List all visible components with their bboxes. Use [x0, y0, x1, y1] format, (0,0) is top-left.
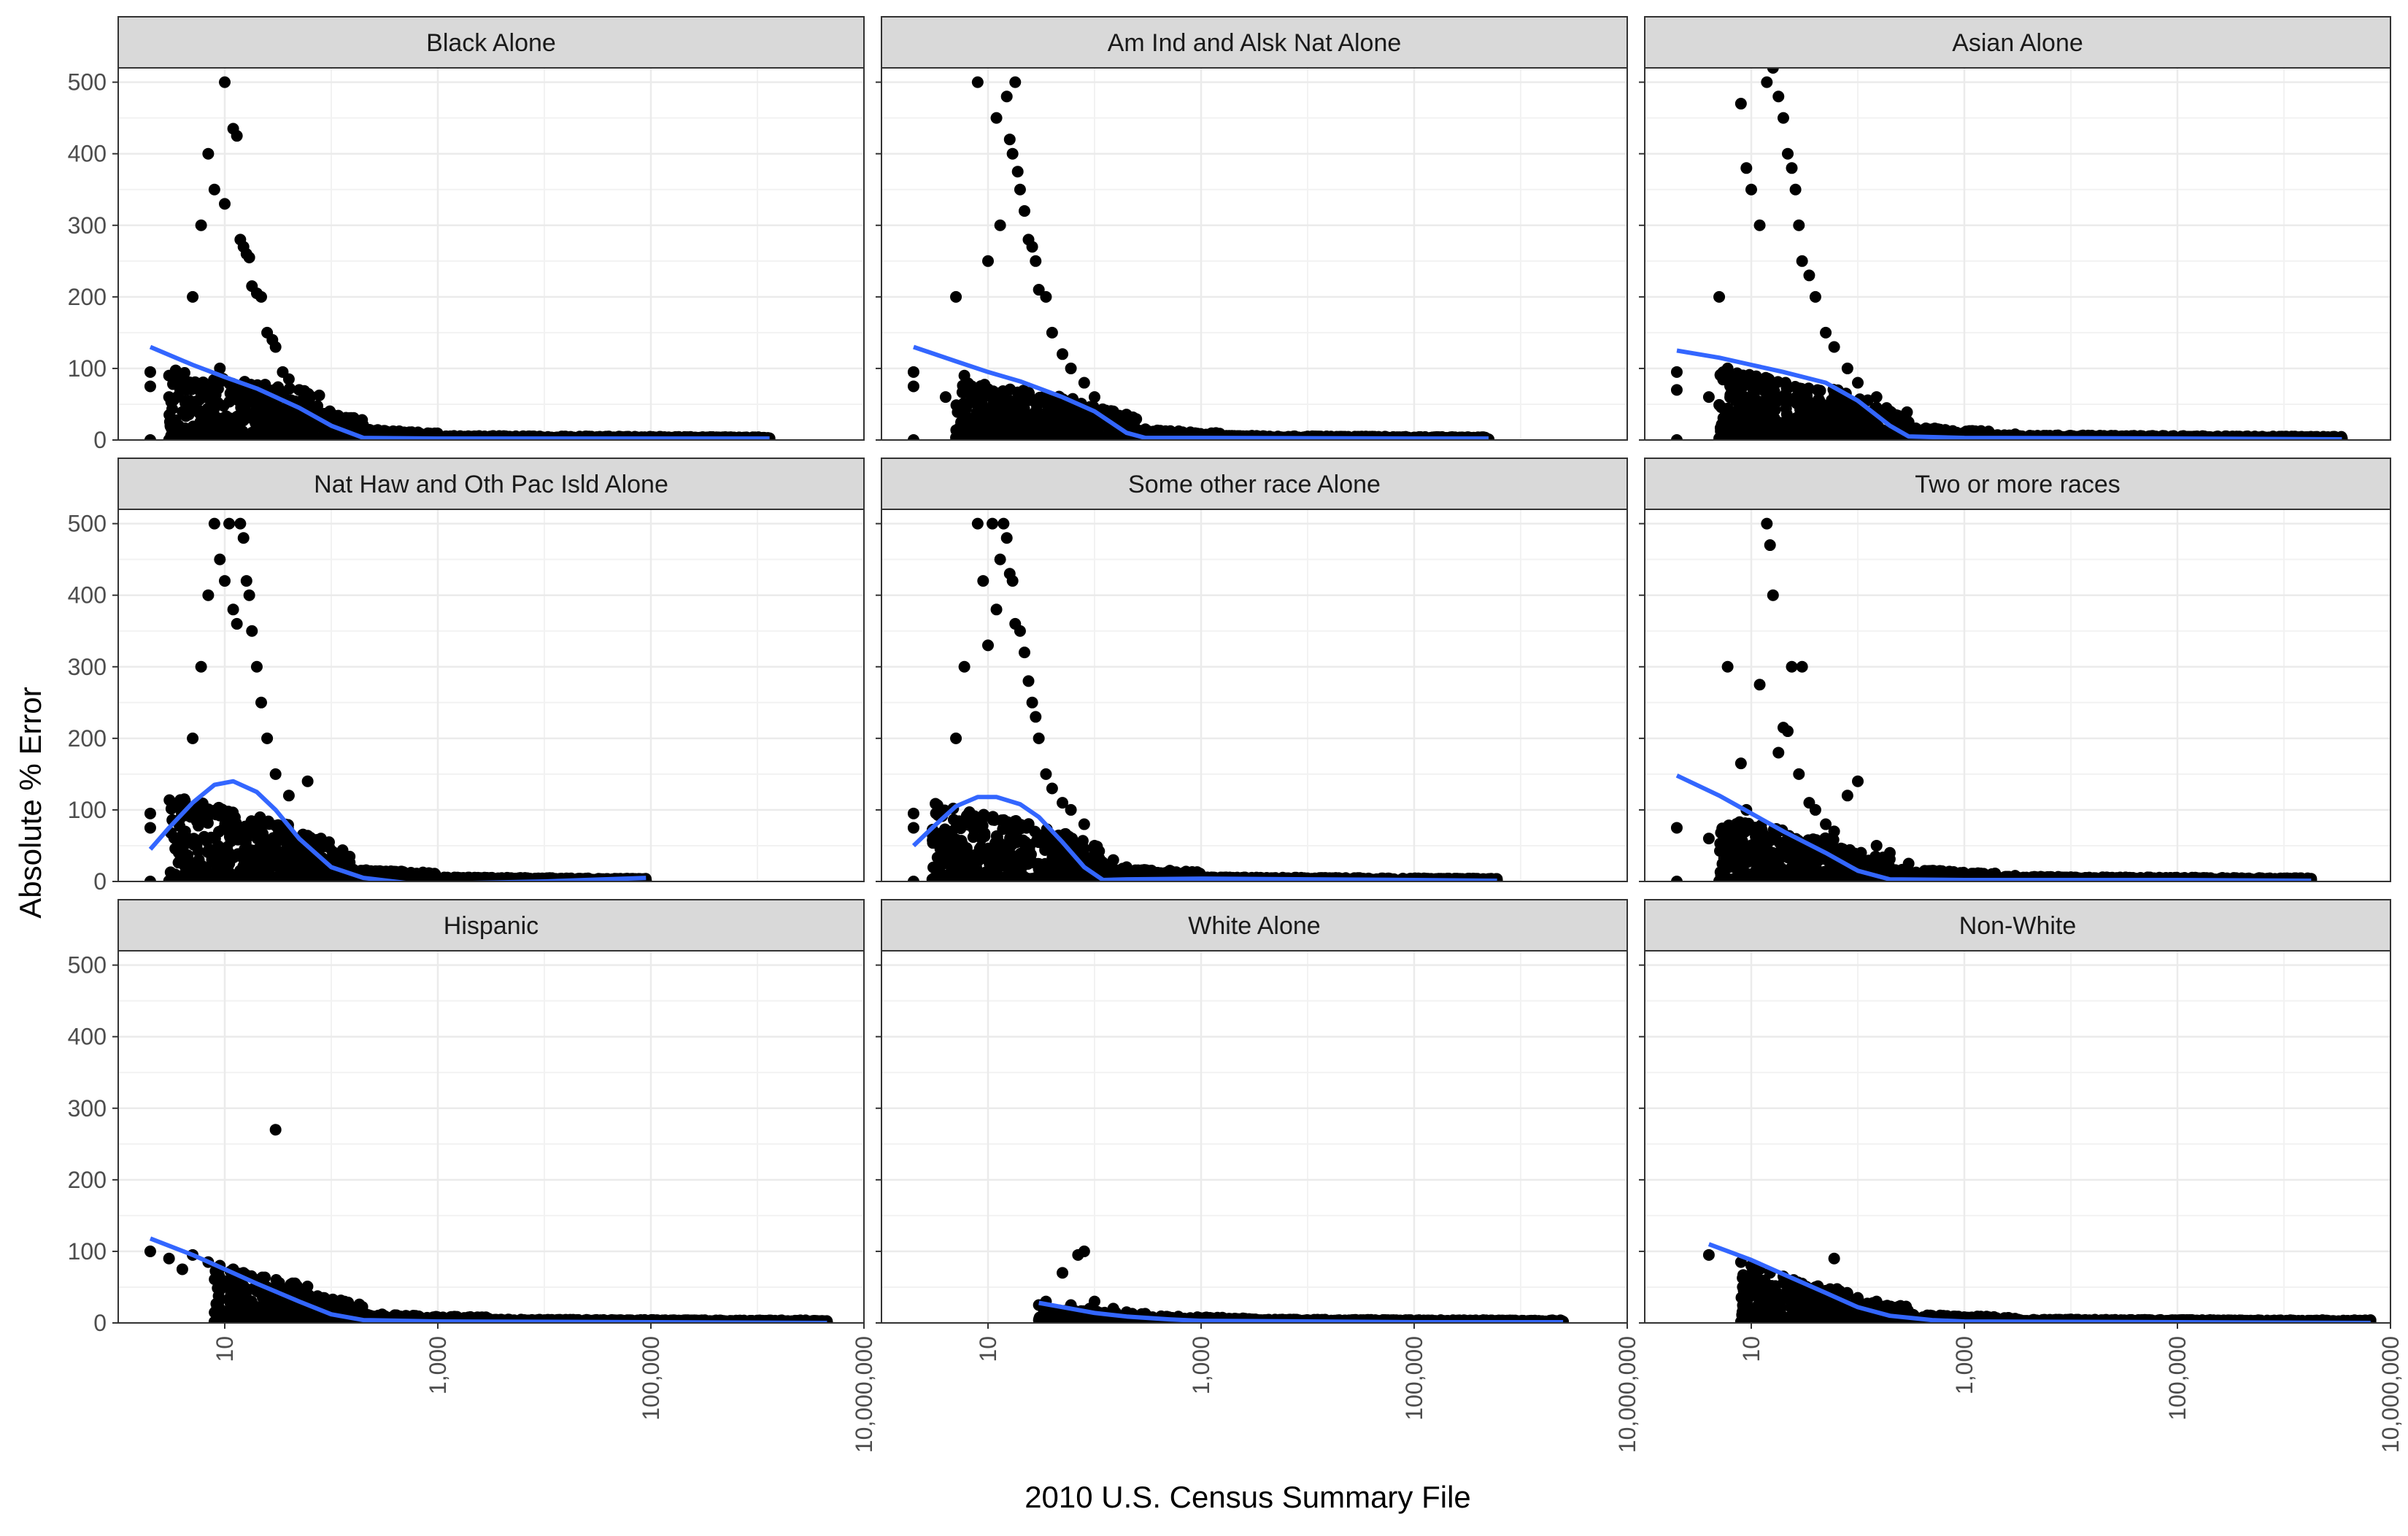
data-point [1057, 348, 1068, 360]
data-point [208, 404, 220, 415]
data-point [270, 341, 282, 353]
facet-title: Black Alone [426, 29, 556, 57]
data-point [202, 148, 214, 160]
data-point [995, 220, 1006, 231]
data-point [1756, 376, 1768, 387]
data-point [1743, 369, 1755, 381]
data-point [908, 380, 919, 392]
data-point [1901, 406, 1913, 418]
data-point [955, 417, 967, 428]
data-point [275, 409, 287, 420]
data-point [1021, 409, 1033, 420]
data-point [960, 403, 972, 414]
data-point [187, 291, 198, 303]
data-point [219, 198, 231, 209]
data-point [908, 366, 919, 378]
data-point [314, 390, 325, 401]
data-point [1748, 396, 1759, 408]
data-point [957, 387, 968, 398]
data-point [144, 366, 156, 378]
data-point [1014, 184, 1026, 196]
data-point [194, 419, 206, 431]
data-point [1046, 327, 1058, 339]
data-point [1108, 406, 1119, 417]
data-point [177, 377, 188, 389]
data-point [1759, 412, 1771, 424]
data-point [1065, 363, 1077, 374]
data-point [163, 409, 175, 421]
data-point [1054, 414, 1065, 426]
data-point [293, 384, 305, 395]
y-tick-label: 400 [68, 141, 107, 167]
data-point [970, 411, 982, 422]
data-point [1807, 409, 1819, 421]
data-point [1040, 291, 1051, 303]
facet-panel: Asian Alone [1639, 17, 2390, 446]
data-point [1801, 390, 1813, 401]
data-point [991, 112, 1003, 124]
data-point [1078, 377, 1090, 389]
data-point [223, 395, 235, 407]
data-point [1140, 423, 1151, 435]
data-point [163, 370, 175, 382]
data-point [1014, 418, 1026, 430]
data-point [977, 392, 989, 404]
data-point [987, 387, 999, 399]
data-point [996, 405, 1008, 417]
data-point [982, 255, 994, 267]
data-point [1718, 417, 1730, 428]
y-tick-label: 100 [68, 355, 107, 382]
data-point [1019, 205, 1030, 217]
data-point [1839, 418, 1851, 430]
data-point [959, 370, 970, 382]
y-tick-label: 300 [68, 212, 107, 239]
data-point [1737, 381, 1748, 393]
data-point [144, 380, 156, 392]
data-point [244, 408, 256, 420]
y-tick-label: 200 [68, 284, 107, 310]
data-point [950, 291, 962, 303]
y-tick-label: 0 [93, 427, 107, 453]
facet-panel: Black Alone 0 100 200 300 400 500 [68, 17, 864, 453]
data-point [283, 374, 295, 385]
data-point [1016, 386, 1028, 398]
data-point [1068, 412, 1080, 423]
data-point [205, 383, 217, 395]
y-tick-label: 500 [68, 69, 107, 96]
data-point [209, 184, 220, 196]
data-point [231, 130, 243, 142]
data-point [1713, 399, 1725, 411]
data-point [1007, 148, 1019, 160]
data-point [244, 252, 255, 263]
data-point [1769, 385, 1780, 397]
data-point [1001, 90, 1013, 102]
data-point [1860, 412, 1872, 424]
data-point [940, 391, 952, 403]
facet-panel: Am Ind and Alsk Nat Alone [876, 17, 1627, 446]
data-point [1012, 166, 1024, 177]
data-point [1040, 398, 1051, 409]
data-point [972, 77, 984, 88]
data-point [1781, 383, 1793, 395]
facet-title: Am Ind and Alsk Nat Alone [1108, 29, 1402, 57]
data-point [1004, 134, 1016, 145]
facet-title: Asian Alone [1952, 29, 2083, 57]
data-point [1724, 389, 1736, 401]
data-point [163, 391, 175, 403]
data-point [219, 77, 231, 88]
data-point [1009, 77, 1021, 88]
data-point [179, 406, 190, 418]
data-point [1089, 391, 1100, 403]
data-point [1027, 241, 1038, 252]
data-point [196, 220, 207, 231]
panel-background [881, 68, 1627, 440]
data-point [179, 367, 190, 379]
data-point [284, 419, 296, 431]
data-point [1843, 402, 1855, 414]
data-point [255, 291, 267, 303]
data-point [1030, 255, 1041, 267]
data-point [1779, 395, 1791, 407]
